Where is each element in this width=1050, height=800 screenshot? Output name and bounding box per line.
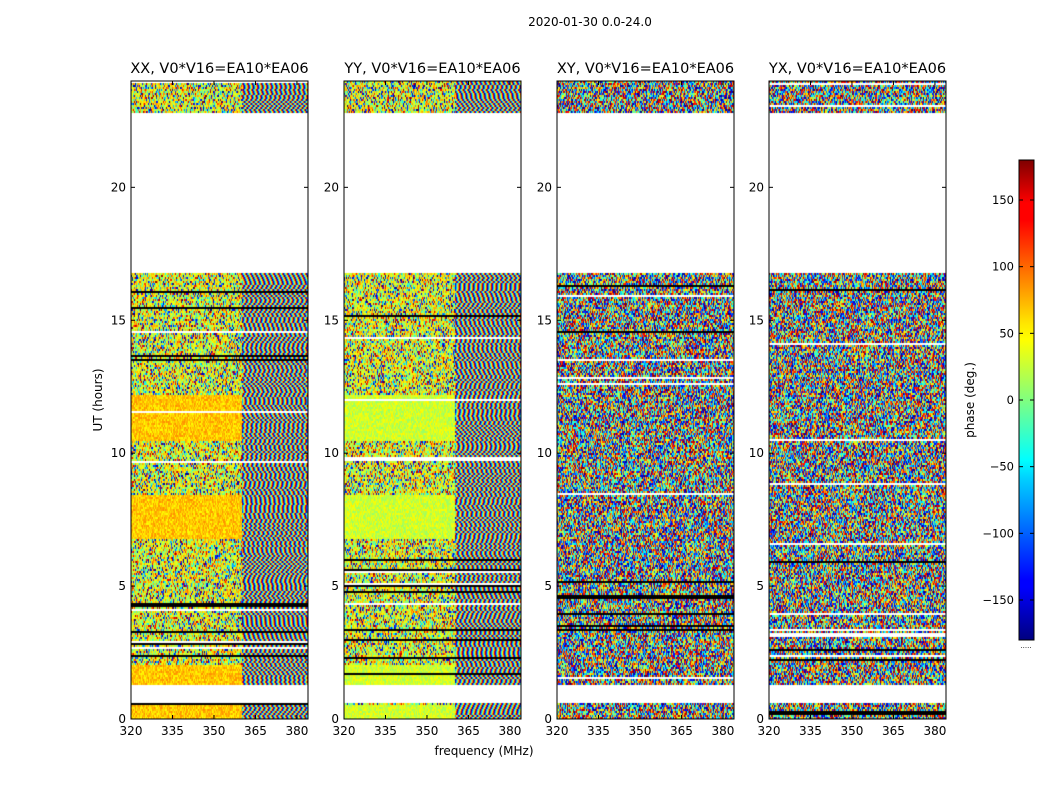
phase-waterfall-yx [769,81,946,719]
panel-frame [130,80,309,720]
y-tick-label: 10 [537,446,552,460]
y-tick-label: 5 [544,579,552,593]
y-tick-label: 0 [756,712,764,726]
x-axis-label: frequency (MHz) [434,744,533,758]
colorbar-tick-label: −100 [982,526,1014,540]
x-tick-label: 365 [457,724,480,738]
y-tick-label: 10 [111,446,126,460]
x-tick-label: 365 [244,724,267,738]
colorbar-tick-label: −150 [982,593,1014,607]
y-tick-label: 0 [118,712,126,726]
y-tick-label: 10 [749,446,764,460]
y-tick-label: 0 [544,712,552,726]
x-tick-label: 380 [285,724,308,738]
x-tick-label: 320 [546,724,569,738]
x-tick-label: 320 [120,724,143,738]
x-tick-label: 335 [587,724,610,738]
y-tick-label: 20 [324,180,339,194]
colorbar-tick-label: 150 [992,193,1014,207]
y-axis-label: UT (hours) [91,368,105,431]
y-tick-label: 15 [749,313,764,327]
colorbar-tick-label: −50 [990,460,1014,474]
colorbar-tick-label: 0 [1007,393,1014,407]
x-tick-label: 365 [670,724,693,738]
y-tick-label: 20 [111,180,126,194]
phase-waterfall-xx [131,81,308,719]
panel-title: XY, V0*V16=EA10*EA06 [557,61,734,77]
colorbar: 150 100 50 0 −50 −100 −150 phase (deg.) ..... [963,159,1035,650]
y-tick-label: 10 [324,446,339,460]
x-tick-label: 380 [923,724,946,738]
x-tick-label: 320 [758,724,781,738]
panel-yx: YX, V0*V16=EA10*EA06 320 335 350 365 380 0 5 10 1… [749,61,947,738]
panel-title: XX, V0*V16=EA10*EA06 [130,61,308,77]
y-tick-label: 15 [537,313,552,327]
y-tick-label: 5 [118,579,126,593]
colorbar-label: phase (deg.) [963,362,977,438]
figure-title: 2020-01-30 0.0-24.0 [528,15,652,29]
x-tick-label: 335 [161,724,184,738]
panel-xx: XX, V0*V16=EA10*EA06 320 335 350 365 380 0 5 10 1… [111,61,309,738]
y-tick-label: 20 [537,180,552,194]
panel-title: YX, V0*V16=EA10*EA06 [768,61,946,77]
y-tick-label: 15 [324,313,339,327]
x-tick-label: 335 [799,724,822,738]
panel-yy: YY, V0*V16=EA10*EA06 320 335 350 365 380 0 5 10 1… [324,61,522,738]
colorbar-tick-label: 100 [992,260,1014,274]
x-tick-label: 350 [416,724,439,738]
colorbar-tick-label: 50 [999,326,1014,340]
panel-frame [556,80,735,720]
x-tick-label: 380 [498,724,521,738]
x-tick-label: 335 [374,724,397,738]
x-tick-label: 320 [333,724,356,738]
panel-frame [343,80,522,720]
y-tick-label: 15 [111,313,126,327]
y-tick-label: 20 [749,180,764,194]
phase-waterfall-yy [344,81,521,719]
panel-frame [768,80,947,720]
y-tick-label: 0 [331,712,339,726]
panel-xy: XY, V0*V16=EA10*EA06 320 335 350 365 380 0 5 10 1… [537,61,735,738]
x-tick-label: 350 [841,724,864,738]
x-tick-label: 350 [629,724,652,738]
colorbar-footnote: ..... [1020,642,1031,650]
phase-waterfall-xy [557,81,734,719]
x-tick-label: 350 [203,724,226,738]
x-tick-label: 365 [882,724,905,738]
x-tick-label: 380 [711,724,734,738]
y-tick-label: 5 [756,579,764,593]
y-tick-label: 5 [331,579,339,593]
panel-title: YY, V0*V16=EA10*EA06 [343,61,520,77]
